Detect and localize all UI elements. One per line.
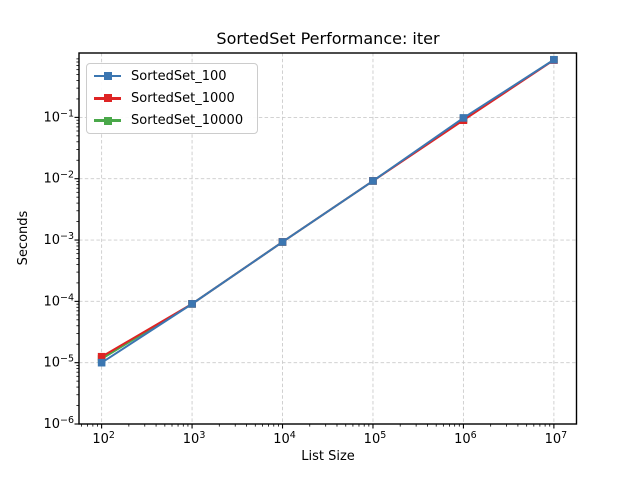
legend-marker-icon bbox=[94, 94, 121, 103]
series-marker-SortedSet_100 bbox=[188, 300, 196, 308]
y-tick-label: 10−5 bbox=[43, 354, 74, 371]
x-tick-label: 105 bbox=[364, 430, 387, 447]
series-marker-SortedSet_100 bbox=[97, 358, 106, 367]
legend-label: SortedSet_1000 bbox=[131, 90, 235, 106]
legend: SortedSet_100 SortedSet_1000 SortedSet_1… bbox=[86, 63, 258, 134]
y-tick-label: 10−4 bbox=[43, 292, 74, 309]
plot-frame bbox=[78, 52, 578, 425]
y-tick-label: 10−3 bbox=[43, 231, 74, 248]
x-tick-label: 107 bbox=[545, 430, 568, 447]
x-tick-label: 102 bbox=[92, 430, 115, 447]
legend-label: SortedSet_100 bbox=[131, 68, 227, 84]
legend-marker-icon bbox=[94, 116, 121, 125]
legend-marker-icon bbox=[94, 72, 121, 81]
y-tick-label: 10−1 bbox=[43, 108, 74, 125]
chart-title: SortedSet Performance: iter bbox=[216, 29, 440, 48]
series-line-SortedSet_100 bbox=[101, 58, 555, 364]
y-tick-label: 10−2 bbox=[43, 170, 74, 187]
legend-item: SortedSet_100 bbox=[94, 65, 257, 87]
legend-item: SortedSet_1000 bbox=[94, 87, 257, 109]
x-tick-label: 104 bbox=[273, 430, 296, 447]
series-marker-SortedSet_100 bbox=[369, 177, 377, 185]
y-tick-label: 10−6 bbox=[43, 415, 74, 432]
series-marker-SortedSet_100 bbox=[278, 238, 287, 246]
series-marker-SortedSet_100 bbox=[459, 114, 468, 122]
x-tick-label: 106 bbox=[454, 430, 477, 447]
series-marker-SortedSet_1000 bbox=[97, 352, 106, 361]
series-marker-SortedSet_100 bbox=[550, 55, 558, 64]
x-axis-title: List Size bbox=[301, 449, 355, 464]
x-tick-label: 103 bbox=[183, 430, 206, 447]
legend-label: SortedSet_10000 bbox=[131, 113, 244, 129]
legend-item: SortedSet_10000 bbox=[94, 110, 257, 132]
y-axis-title: Seconds bbox=[16, 210, 31, 265]
